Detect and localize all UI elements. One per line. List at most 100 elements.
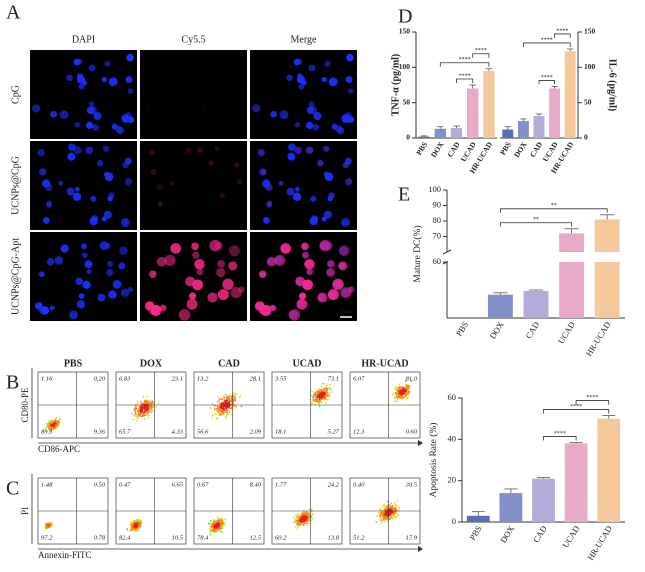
event-dot [294,517,296,520]
event-dot [216,409,218,411]
event-dot [216,522,218,524]
column-header: DAPI [72,34,95,45]
cy55-signal [156,256,167,267]
x-tick-label: HR-UCAD [585,524,614,562]
bar [499,493,523,522]
cy55-signal [144,301,155,311]
event-dot [312,398,315,401]
cy55-signal [349,89,354,94]
nucleus [60,244,69,253]
event-dot [138,405,140,408]
event-dot [379,508,382,511]
quadrant-value: 6.07 [353,375,365,382]
event-dot [133,415,136,417]
quadrant-value: 2.09 [250,428,262,435]
event-dot [322,397,325,400]
significance-label: **** [556,28,568,34]
event-dot [319,390,322,393]
cy55-signal [157,202,163,208]
nucleus [103,145,110,152]
event-dot [390,516,393,518]
cy55-signal [200,107,207,114]
x-tick-label: PBS [414,140,429,156]
nucleus [279,110,289,120]
event-dot [235,406,237,409]
y-axis-label: IL-6 (pg/ml) [607,59,618,112]
event-dot [221,397,224,400]
event-dot [222,405,224,408]
panel-label: C [6,478,19,500]
event-dot [385,508,388,511]
nucleus [46,258,55,266]
cy55-signal [170,243,182,254]
event-dot [220,519,223,522]
image-frame [30,50,137,139]
event-dot [316,396,319,399]
cy55-signal [217,289,229,301]
event-dot [330,388,332,391]
event-dot [320,392,322,395]
event-dot [216,516,218,519]
flow-plot: 1.77 24.2 60.2 13.8 [271,477,343,545]
y-tick-label: 100 [428,184,441,194]
bar [594,219,620,318]
cy55-signal [346,178,353,185]
cy55-signal [191,242,199,251]
event-dot [47,423,49,426]
event-dot [306,522,308,525]
event-dot [132,528,134,530]
column-header: Merge [291,34,317,45]
y-tick-label: 90 [433,199,442,209]
event-dot [49,421,52,424]
bar [549,88,561,138]
y-tick-label: 100 [584,62,596,71]
event-dot [382,519,384,521]
event-dot [225,408,228,410]
event-dot [140,409,143,412]
cy55-signal [149,149,156,156]
cy55-signal [192,279,204,291]
event-dot [406,397,409,400]
event-dot [410,380,413,382]
nucleus [324,60,331,67]
event-dot [389,507,392,510]
event-dot [385,507,388,509]
event-dot [134,411,136,413]
event-dot [52,425,55,427]
event-dot [146,401,149,404]
nucleus [312,124,319,131]
nucleus [263,217,270,224]
nucleus [321,76,327,83]
significance-label: ** [551,203,557,209]
bar [418,136,430,138]
nucleus [298,83,305,90]
event-dot [137,522,139,525]
event-dot [320,388,322,391]
event-dot [212,524,214,526]
y-axis-label: TNF-α (pg/ml) [390,54,401,117]
event-dot [238,396,241,399]
nucleus [58,180,64,186]
event-dot [140,406,143,409]
quadrant-value: 60.2 [275,534,287,541]
cy55-signal [216,267,226,278]
x-tick-label: HR-UCAD [584,320,613,358]
event-dot [383,511,385,514]
quadrant-value: 4.33 [172,428,184,435]
event-dot [224,393,227,396]
cy55-signal [268,200,273,206]
significance-label: **** [459,57,471,63]
y-tick-label: 0 [452,516,456,526]
nucleus [118,262,126,270]
event-dot [326,389,328,392]
event-dot [209,533,212,536]
image-frame [140,141,247,230]
nucleus [46,200,53,206]
event-dot [132,414,135,416]
event-dot [384,513,387,516]
event-dot [317,391,320,394]
cy55-signal [158,200,163,206]
event-dot [50,523,52,525]
event-dot [404,380,407,383]
flow-plot: 3.55 73.1 18.1 5.27 [271,371,343,439]
